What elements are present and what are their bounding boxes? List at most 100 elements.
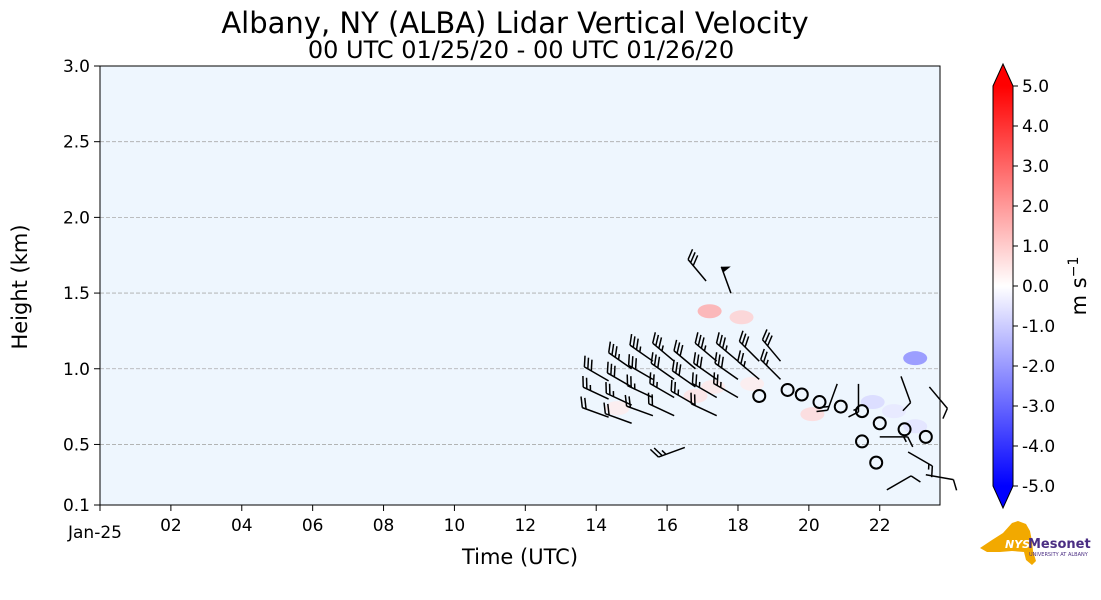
x-axis-label: Time (UTC) bbox=[461, 545, 578, 569]
calm-wind-circle bbox=[918, 429, 933, 444]
wind-barb bbox=[720, 266, 732, 294]
wind-barb bbox=[627, 354, 654, 381]
wind-barb-feather bbox=[630, 376, 632, 388]
wind-barb-half-feather bbox=[698, 381, 701, 388]
logo-mesonet-text: Mesonet bbox=[1028, 537, 1091, 552]
wind-barb-feather bbox=[603, 402, 607, 414]
wind-barb-shaft bbox=[629, 344, 654, 362]
y-axis: 0.1 0.5 1.0 1.5 2.0 2.5 3.0 bbox=[63, 57, 100, 516]
wind-barb-shaft bbox=[713, 382, 739, 399]
wind-barb-feather bbox=[610, 363, 613, 375]
wind-barb bbox=[629, 333, 654, 362]
wind-barb-flag bbox=[721, 266, 731, 273]
wind-barb-half-feather bbox=[927, 463, 930, 470]
y-tick-label: 2.5 bbox=[63, 133, 90, 153]
wind-barb-feather bbox=[737, 350, 742, 362]
wind-barb-feather bbox=[585, 377, 588, 389]
wind-barb-shaft bbox=[693, 362, 718, 380]
wind-barb-feather bbox=[631, 356, 634, 368]
colorbar-tick-label: 3.0 bbox=[1022, 157, 1049, 177]
wind-barb-feather bbox=[650, 352, 654, 364]
colorbar-min-extension bbox=[993, 486, 1013, 508]
wind-barb-feather bbox=[694, 332, 699, 344]
calm-wind-circle bbox=[855, 434, 870, 449]
x-tick-label: Jan-25 bbox=[67, 523, 122, 543]
wind-barb bbox=[583, 355, 609, 382]
wind-barb-feather bbox=[952, 479, 958, 491]
wind-barb-feather bbox=[766, 335, 773, 347]
nys-mesonet-logo: NYS Mesonet UNIVERSITY AT ALBANY bbox=[980, 521, 1091, 565]
x-tick-label: 10 bbox=[444, 516, 466, 536]
velocity-patch bbox=[881, 404, 906, 419]
y-tick-label: 2.0 bbox=[63, 208, 90, 228]
y-tick-label: 1.5 bbox=[63, 284, 90, 304]
wind-barb-feather bbox=[762, 351, 768, 363]
wind-barb bbox=[607, 341, 633, 370]
wind-barb bbox=[712, 372, 739, 399]
colorbar-tick-label: 0.0 bbox=[1022, 277, 1049, 297]
logo-nys-text: NYS bbox=[1005, 538, 1030, 551]
wind-barb-feather bbox=[699, 356, 703, 368]
calm-wind-circle bbox=[855, 404, 870, 419]
y-axis-label: Height (km) bbox=[8, 224, 32, 349]
x-tick-label: 02 bbox=[160, 516, 182, 536]
colorbar-unit: m s bbox=[1067, 277, 1091, 315]
wind-barb-feather bbox=[606, 361, 609, 373]
ny-state-shape-icon bbox=[980, 521, 1036, 565]
wind-barb-feather bbox=[614, 346, 618, 358]
wind-barb-shaft bbox=[691, 403, 718, 417]
wind-barb-feather bbox=[764, 332, 771, 344]
wind-barb bbox=[879, 436, 914, 448]
wind-barb-feather bbox=[590, 359, 593, 371]
velocity-patch bbox=[701, 379, 726, 394]
wind-barb-feather bbox=[740, 352, 745, 365]
wind-barb-feather bbox=[658, 337, 663, 349]
wind-barb-feather bbox=[651, 332, 657, 344]
wind-barb bbox=[690, 392, 718, 417]
wind-barb-feather bbox=[634, 358, 638, 370]
wind-barb-half-feather bbox=[612, 391, 615, 397]
colorbar-tick-label: -3.0 bbox=[1022, 397, 1055, 417]
velocity-patch bbox=[605, 401, 630, 416]
wind-barb-feather bbox=[605, 382, 608, 394]
wind-barb-shaft bbox=[714, 362, 739, 380]
wind-barb bbox=[900, 376, 912, 412]
wind-barb-half-feather bbox=[719, 381, 722, 388]
x-tick-label: 04 bbox=[231, 516, 253, 536]
x-axis: Jan-25 02 04 06 08 10 12 14 16 18 20 22 bbox=[67, 505, 891, 543]
calm-wind-circle bbox=[812, 395, 827, 410]
wind-barb-feather bbox=[692, 255, 699, 266]
wind-barb-feather bbox=[580, 396, 584, 408]
x-tick-label: 08 bbox=[373, 516, 395, 536]
calm-wind-circle bbox=[794, 387, 809, 402]
wind-barb bbox=[761, 329, 782, 362]
wind-barb-feather bbox=[607, 341, 612, 353]
x-tick-label: 18 bbox=[727, 516, 749, 536]
colorbar-unit-exponent: −1 bbox=[1066, 257, 1082, 278]
wind-barb-feather bbox=[721, 337, 726, 349]
wind-barb bbox=[673, 339, 696, 370]
chart-title: Albany, NY (ALBA) Lidar Vertical Velocit… bbox=[221, 6, 808, 40]
velocity-patch bbox=[740, 376, 765, 391]
wind-barb-feather bbox=[676, 342, 681, 354]
wind-barb-half-feather bbox=[656, 381, 658, 388]
plot-frame bbox=[99, 65, 941, 506]
wind-barb-feather bbox=[816, 409, 828, 413]
wind-barb-feather bbox=[587, 357, 590, 369]
wind-barb-half-feather bbox=[633, 383, 636, 390]
wind-barb-feather bbox=[626, 374, 629, 386]
chart-subtitle: 00 UTC 01/25/20 - 00 UTC 01/26/20 bbox=[308, 36, 734, 64]
wind-barb bbox=[649, 372, 675, 399]
wind-barb-feather bbox=[624, 394, 628, 407]
wind-barb-feather bbox=[653, 354, 657, 366]
wind-barb-feather bbox=[649, 448, 660, 458]
wind-barb-half-feather bbox=[724, 345, 728, 352]
wind-barb-shaft bbox=[672, 370, 696, 388]
wind-barb-feather bbox=[675, 361, 679, 374]
wind-barb-shaft bbox=[658, 446, 686, 458]
wind-barb bbox=[693, 352, 718, 380]
calm-wind-circle bbox=[869, 455, 884, 470]
wind-barb-feather bbox=[902, 402, 912, 412]
x-tick-label: 20 bbox=[798, 516, 820, 536]
